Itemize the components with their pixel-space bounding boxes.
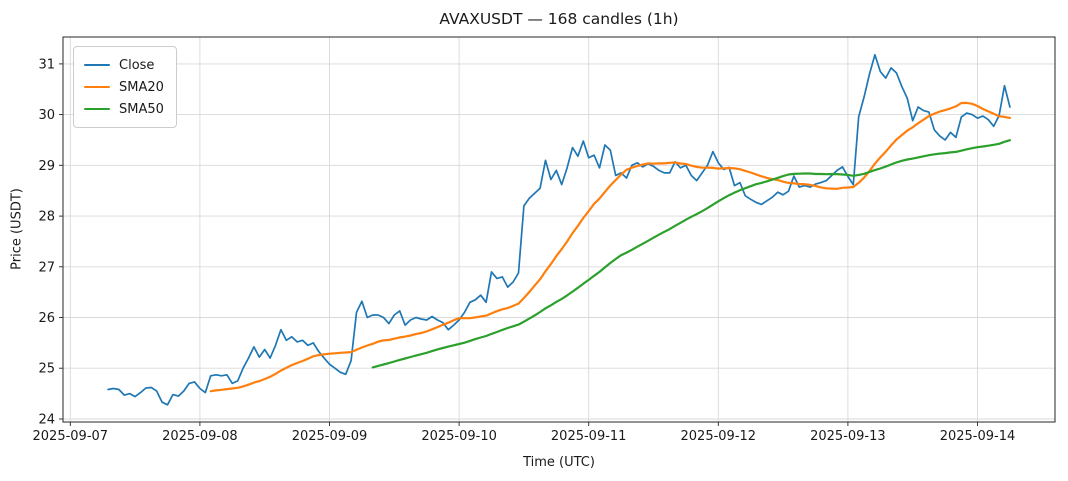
x-tick-label: 2025-09-14 [940,429,1016,444]
y-tick-label: 27 [38,260,55,275]
x-tick-label: 2025-09-07 [33,429,109,444]
sma50-line [371,139,1012,369]
legend-label: SMA20 [119,79,164,95]
chart-title: AVAXUSDT — 168 candles (1h) [439,10,679,28]
y-tick-label: 26 [38,311,55,326]
y-tick-label: 28 [38,210,55,225]
x-tick-label: 2025-09-12 [681,429,757,444]
x-tick-label: 2025-09-10 [421,429,497,444]
y-axis-label: Price (USDT) [9,188,25,270]
plot-border [62,36,1056,423]
legend-entry-sma20: SMA20 [84,76,164,98]
legend-label: Close [119,57,155,73]
x-tick-label: 2025-09-11 [551,429,627,444]
legend-line-sample [84,64,110,66]
y-tick-label: 31 [38,57,55,72]
x-tick-label: 2025-09-13 [810,429,886,444]
x-tick-label: 2025-09-08 [162,429,238,444]
x-axis-label: Time (UTC) [523,455,595,470]
x-tick-label: 2025-09-09 [292,429,368,444]
close-line [107,53,1011,406]
y-tick-label: 30 [38,108,55,123]
legend: Close SMA20 SMA50 [73,46,177,128]
legend-line-sample [84,85,110,89]
y-tick-label: 29 [38,159,55,174]
y-tick-label: 25 [38,362,55,377]
legend-entry-sma50: SMA50 [84,98,164,120]
y-tick-label: 24 [38,413,55,428]
legend-entry-close: Close [84,54,164,76]
sma20-line [209,101,1012,393]
legend-line-sample [84,107,110,111]
legend-label: SMA50 [119,101,164,117]
